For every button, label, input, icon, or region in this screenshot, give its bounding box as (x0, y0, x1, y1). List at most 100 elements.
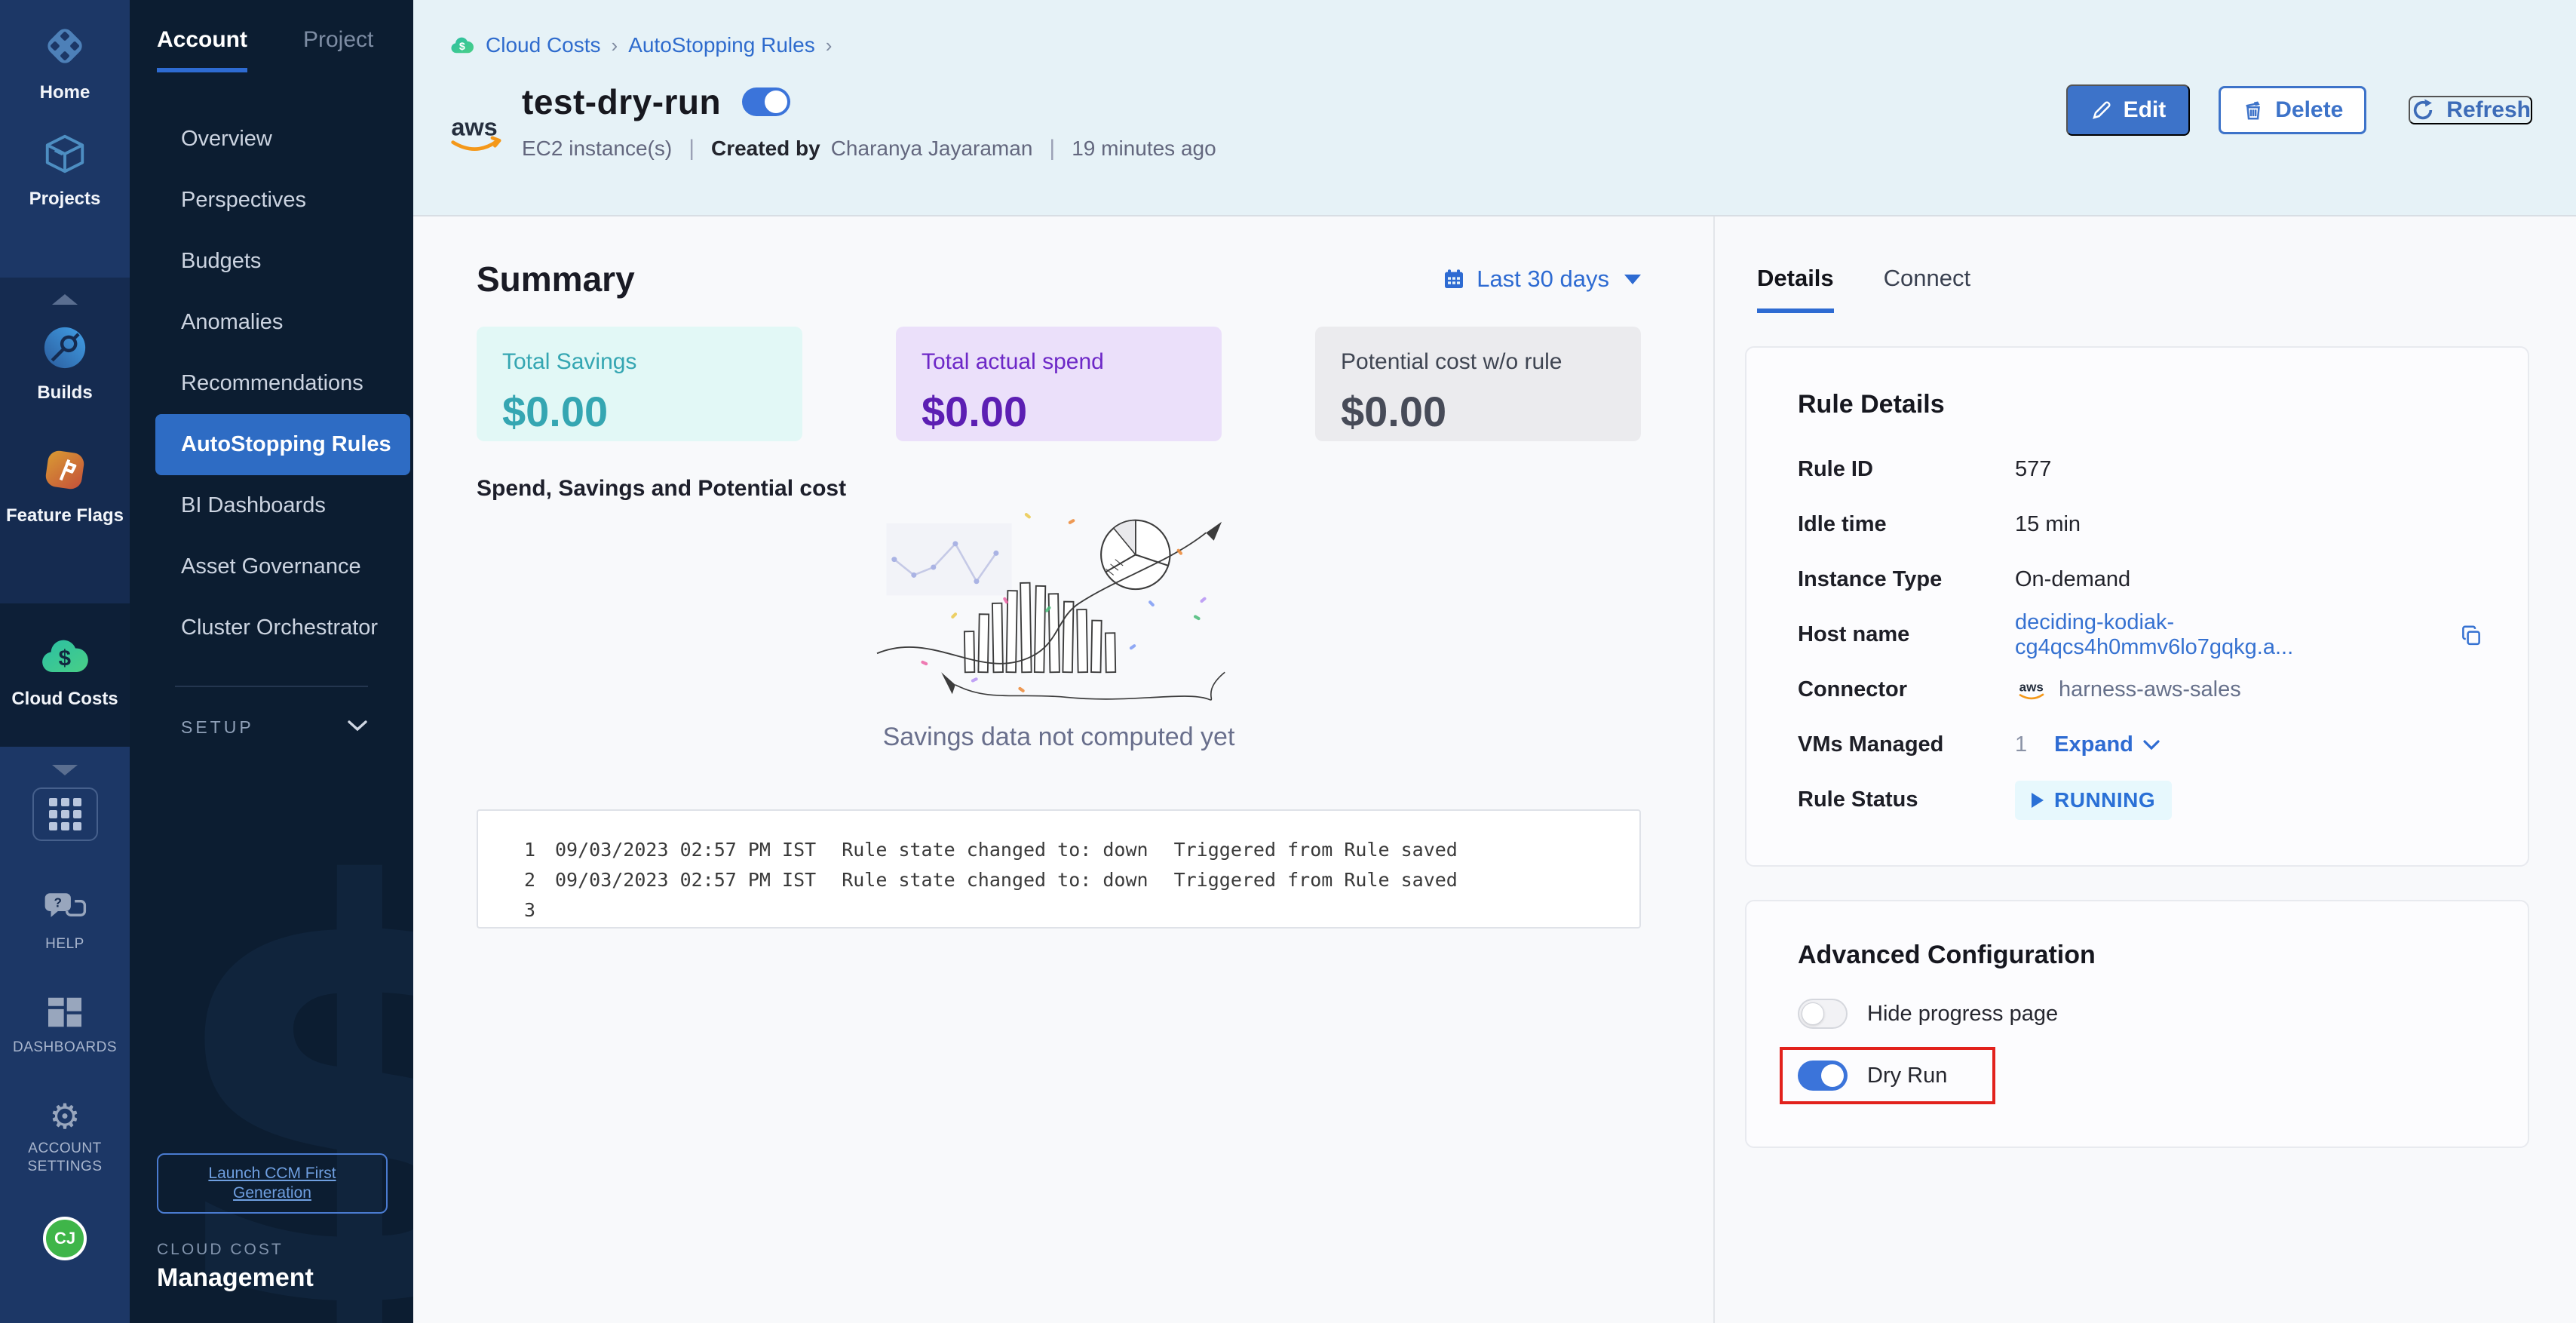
tab-details[interactable]: Details (1757, 265, 1834, 313)
aws-logo: aws (449, 110, 504, 161)
sidebar-menu: Overview Perspectives Budgets Anomalies … (130, 109, 413, 658)
dry-run-toggle[interactable] (1798, 1061, 1848, 1091)
rule-enabled-toggle[interactable] (742, 87, 791, 116)
module-picker-button[interactable] (32, 787, 98, 841)
ccm-breadcrumb-icon: $ (449, 35, 475, 56)
delete-button[interactable]: Delete (2219, 86, 2367, 134)
vms-count: 1 (2015, 732, 2028, 757)
rule-details-title: Rule Details (1798, 390, 1945, 419)
row-rule-id: Rule ID 577 (1798, 442, 2482, 497)
tab-account[interactable]: Account (157, 27, 247, 72)
sidebar-item-recommendations[interactable]: Recommendations (181, 371, 363, 395)
sidebar-item-perspectives[interactable]: Perspectives (181, 188, 307, 212)
calendar-icon (1445, 269, 1464, 288)
row-connector: Connector aws harness-aws-sales (1798, 662, 2482, 717)
card-total-savings-label: Total Savings (502, 349, 637, 374)
rule-status-label: Rule Status (1798, 787, 1918, 812)
host-name-link[interactable]: deciding-kodiak-cg4qcs4h0mmv6lo7gqkg.a..… (2015, 609, 2294, 659)
delete-label: Delete (2275, 97, 2344, 122)
rail-collapse-down-icon[interactable] (52, 765, 78, 775)
log-timestamp: 09/03/2023 02:57 PM IST (555, 839, 817, 861)
rule-id-value: 577 (2015, 457, 2052, 481)
rail-collapse-up-icon[interactable] (52, 294, 78, 305)
idle-time-label: Idle time (1798, 512, 1887, 536)
rule-status-badge: RUNNING (2015, 780, 2173, 820)
log-message: Rule state changed to: down (842, 869, 1148, 891)
rail-label-home: Home (39, 82, 90, 103)
setup-section[interactable]: SETUP (130, 687, 413, 738)
rail-label-builds: Builds (37, 382, 93, 403)
rail-item-home[interactable]: Home (40, 21, 90, 103)
log-line: 2 09/03/2023 02:57 PM IST Rule state chang… (501, 865, 1617, 895)
scope-tabs: Account Project (130, 0, 413, 72)
svg-text:$: $ (459, 41, 465, 53)
row-host-name: Host name deciding-kodiak-cg4qcs4h0mmv6l… (1798, 607, 2482, 662)
rule-meta: EC2 instance(s) | Created by Charanya Ja… (522, 136, 1216, 161)
refresh-button[interactable]: Refresh (2409, 96, 2532, 124)
rail-item-dashboards[interactable]: DASHBOARDS (13, 996, 117, 1057)
rule-details-card: Rule Details Rule ID 577 Idle time 15 mi… (1745, 346, 2529, 867)
chevron-down-icon (347, 720, 368, 735)
dry-run-row: Dry Run (1798, 1061, 1947, 1091)
brand-management: Management (157, 1263, 314, 1292)
rail-label-account-settings: ACCOUNT SETTINGS (27, 1140, 103, 1174)
log-source: Triggered from Rule saved (1173, 869, 1458, 891)
breadcrumb-autostopping-rules[interactable]: AutoStopping Rules (628, 33, 815, 57)
rule-activity-log: 1 09/03/2023 02:57 PM IST Rule state chang… (477, 809, 1641, 929)
edit-button[interactable]: Edit (2065, 84, 2191, 136)
pencil-icon (2092, 101, 2111, 119)
sidebar-item-bi-dashboards[interactable]: BI Dashboards (181, 493, 326, 517)
sidebar-item-autostopping-rules[interactable]: AutoStopping Rules (155, 414, 410, 475)
tab-connect[interactable]: Connect (1883, 265, 1971, 291)
chevron-down-icon (2143, 740, 2160, 751)
log-message: Rule state changed to: down (842, 839, 1148, 861)
row-vms-managed: VMs Managed 1 Expand (1798, 717, 2482, 772)
sidebar-item-overview[interactable]: Overview (181, 127, 272, 151)
hide-progress-toggle[interactable] (1798, 999, 1848, 1029)
rail-item-builds[interactable]: Builds (37, 324, 93, 404)
play-icon (2032, 792, 2044, 808)
svg-text:?: ? (54, 895, 62, 910)
tab-project[interactable]: Project (303, 27, 374, 52)
expand-vms-button[interactable]: Expand (2054, 732, 2160, 757)
launch-ccm-first-gen-button[interactable]: Launch CCM First Generation (157, 1153, 388, 1214)
summary-title: Summary (477, 259, 635, 299)
trash-icon (2246, 101, 2261, 120)
sidebar-item-asset-governance[interactable]: Asset Governance (181, 554, 361, 579)
idle-time-value: 15 min (2015, 512, 2081, 536)
sidebar-item-budgets[interactable]: Budgets (181, 249, 262, 273)
row-idle-time: Idle time 15 min (1798, 497, 2482, 552)
card-total-savings-value: $0.00 (502, 388, 609, 435)
card-potential-cost-label: Potential cost w/o rule (1341, 349, 1562, 374)
ccm-sidebar: $ Account Project Overview Perspectives … (130, 0, 413, 1323)
rule-status-value: RUNNING (2054, 787, 2156, 812)
projects-icon (41, 130, 88, 181)
rail-item-account-settings[interactable]: ⚙ ACCOUNT SETTINGS (16, 1099, 114, 1176)
connector-name: harness-aws-sales (2059, 677, 2241, 701)
date-range-selector[interactable]: Last 30 days (1442, 266, 1641, 293)
created-by-label: Created by (710, 137, 820, 160)
log-line-number: 3 (523, 899, 535, 921)
rail-item-feature-flags[interactable]: Feature Flags (6, 446, 124, 526)
caret-down-icon (1624, 274, 1641, 284)
card-potential-cost-value: $0.00 (1341, 388, 1447, 435)
log-source: Triggered from Rule saved (1173, 839, 1458, 861)
rail-item-cloud-costs[interactable]: $ Cloud Costs (11, 635, 118, 710)
user-avatar[interactable]: CJ (43, 1217, 87, 1260)
log-line-number: 2 (523, 869, 535, 891)
date-range-label: Last 30 days (1477, 266, 1609, 292)
row-instance-type: Instance Type On-demand (1798, 552, 2482, 607)
rail-label-feature-flags: Feature Flags (5, 505, 124, 526)
sidebar-item-cluster-orchestrator[interactable]: Cluster Orchestrator (181, 615, 379, 640)
rail-item-help[interactable]: ? HELP (43, 891, 87, 953)
builds-icon (41, 324, 88, 375)
breadcrumb-cloud-costs[interactable]: Cloud Costs (486, 33, 601, 57)
rail-item-projects[interactable]: Projects (29, 130, 100, 210)
card-total-actual-spend-value: $0.00 (922, 388, 1028, 435)
page-header: $ Cloud Costs › AutoStopping Rules › aws… (413, 0, 2576, 216)
sidebar-item-anomalies[interactable]: Anomalies (181, 310, 284, 334)
copy-icon[interactable] (2460, 624, 2482, 646)
rail-label-help: HELP (45, 936, 84, 952)
setup-label: SETUP (181, 717, 254, 737)
created-age: 19 minutes ago (1072, 137, 1216, 160)
